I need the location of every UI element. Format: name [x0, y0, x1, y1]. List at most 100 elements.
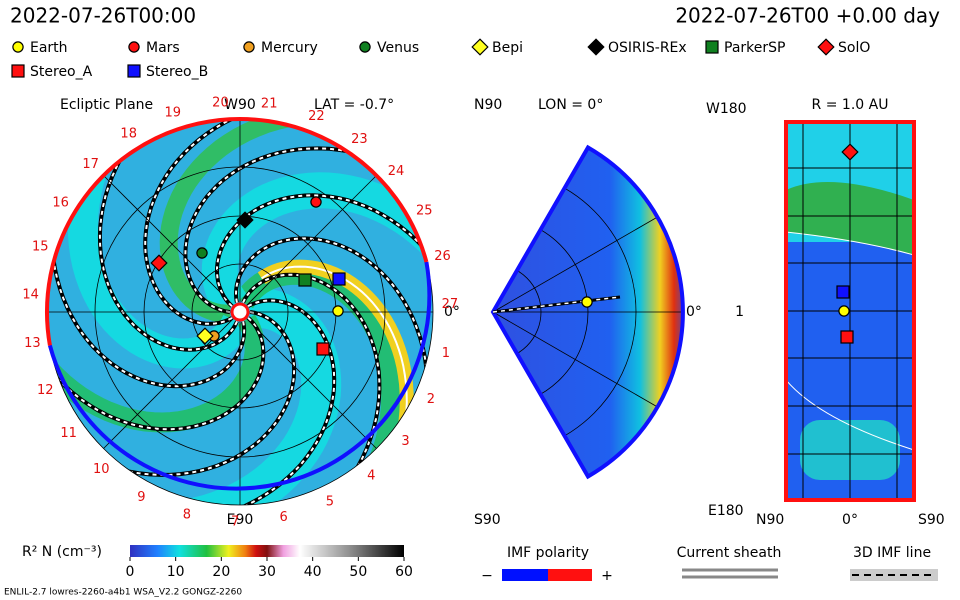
colorbar-tick-label: 50: [349, 564, 367, 580]
density-band: [47, 224, 265, 433]
sun: [230, 302, 250, 322]
colorbar-tick-label: 60: [395, 564, 413, 580]
marker: [838, 305, 850, 317]
sector-label: 22: [308, 109, 325, 124]
date-left: 2022-07-26T00:00: [10, 4, 196, 28]
sector-label: 1: [442, 346, 450, 361]
sector-label: 18: [120, 126, 137, 141]
sector-label: 13: [24, 336, 41, 351]
sector-label: 25: [416, 204, 433, 219]
axis-label: 0°: [686, 304, 702, 320]
axis-label: 0°: [842, 512, 858, 528]
lon-label: LON = 0°: [538, 97, 603, 113]
marker: [332, 272, 346, 286]
marker: [196, 247, 208, 259]
marker: [12, 41, 24, 53]
axis-label: E90: [227, 512, 254, 528]
boundary-arc: [48, 261, 432, 491]
footer: ENLIL-2.7 lowres-2260-a4b1 WSA_V2.2 GONG…: [4, 588, 242, 598]
polarity-pos: [548, 569, 592, 581]
density-band: [201, 172, 433, 367]
boundary-arc: [45, 117, 429, 346]
imf-line: [492, 296, 621, 313]
marker: [332, 305, 344, 317]
sector-label: 19: [164, 106, 181, 121]
key-label: Current sheath: [677, 545, 782, 561]
spoke: [493, 311, 658, 408]
density-band: [159, 119, 433, 323]
sector-label: 2: [427, 392, 435, 407]
panel-title: R = 1.0 AU: [812, 97, 889, 113]
sector-label: 16: [52, 195, 69, 210]
sector-label: 14: [22, 287, 39, 302]
legend-label: OSIRIS-REx: [608, 40, 687, 56]
colorbar-tick-label: 10: [167, 564, 185, 580]
sector-label: 7: [231, 514, 239, 529]
key-label: −: [481, 568, 493, 584]
axis-label: N90: [756, 512, 784, 528]
sector-label: 15: [32, 240, 49, 255]
marker: [11, 64, 25, 78]
legend-label: Earth: [30, 40, 68, 56]
marker: [150, 254, 168, 272]
marker: [359, 41, 371, 53]
colorbar-tick-label: 0: [126, 564, 135, 580]
legend-label: Venus: [377, 40, 419, 56]
axis-label: 0°: [444, 304, 460, 320]
sector-label: 17: [82, 157, 99, 172]
sector-label: 11: [60, 426, 77, 441]
marker: [841, 143, 859, 161]
density-band: [60, 288, 342, 505]
legend-label: Mars: [146, 40, 180, 56]
legend-label: ParkerSP: [724, 40, 785, 56]
axis-label: S90: [918, 512, 945, 528]
sector-label: 23: [351, 132, 368, 147]
axis-label: E180: [708, 503, 744, 519]
sector-label: 5: [326, 494, 334, 509]
date-right: 2022-07-26T00 +0.00 day: [675, 4, 940, 28]
axis-label: 1: [735, 304, 744, 320]
marker: [471, 38, 489, 56]
spoke: [493, 216, 658, 313]
sector-label: 20: [212, 95, 229, 110]
sector-label: 6: [280, 510, 288, 525]
marker: [243, 41, 255, 53]
marker: [236, 211, 254, 229]
marker: [128, 41, 140, 53]
key-label: +: [601, 568, 613, 584]
marker: [705, 40, 719, 54]
marker: [581, 296, 593, 308]
sector-label: 24: [388, 164, 405, 179]
lat-label: LAT = -0.7°: [314, 97, 394, 113]
marker: [316, 342, 330, 356]
legend-label: Bepi: [492, 40, 523, 56]
sector-label: 26: [434, 249, 451, 264]
colorbar-label: R² N (cm⁻³): [22, 544, 102, 560]
marker: [836, 285, 850, 299]
sector-label: 4: [367, 468, 375, 483]
legend-label: Mercury: [261, 40, 318, 56]
marker: [587, 38, 605, 56]
radial-panel: [784, 120, 916, 502]
axis-label: S90: [474, 512, 501, 528]
marker: [127, 64, 141, 78]
polarity-neg: [502, 569, 548, 581]
axis-label: N90: [474, 97, 502, 113]
axis-label: W180: [706, 101, 747, 117]
imf-line: [143, 119, 328, 326]
ecliptic-panel: [45, 117, 434, 506]
sector-label: 10: [93, 462, 110, 477]
sector-label: 12: [37, 383, 54, 398]
marker: [840, 330, 854, 344]
key-label: 3D IMF line: [853, 545, 931, 561]
sector-label: 8: [183, 508, 191, 523]
sector-label: 21: [261, 97, 278, 112]
legend-label: Stereo_A: [30, 64, 93, 80]
marker: [310, 196, 322, 208]
marker: [817, 38, 835, 56]
marker: [298, 273, 312, 287]
colorbar-tick-label: 40: [304, 564, 322, 580]
sector-label: 27: [442, 297, 459, 312]
sector-label: 3: [401, 434, 409, 449]
